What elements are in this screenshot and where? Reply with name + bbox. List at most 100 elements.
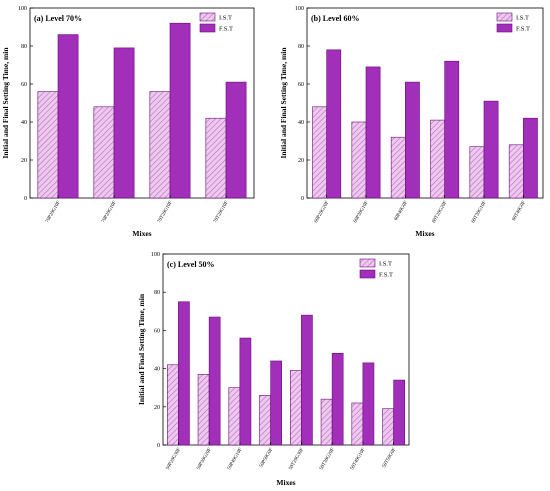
x-tick-label: 60P20G20F [314, 200, 331, 224]
x-tick-label: 70T20G10F [213, 200, 230, 224]
y-tick-label: 0 [301, 196, 304, 202]
bar-ist [351, 402, 364, 446]
x-tick-label: 60T20G20F [432, 200, 449, 224]
bar-ist [430, 119, 445, 199]
y-tick-label: 40 [21, 120, 27, 126]
bar-ist [197, 374, 210, 446]
bar-ist [149, 91, 171, 199]
bar-fst [178, 301, 190, 446]
x-tick-label: 50T40G10F [350, 447, 367, 471]
y-tick-label: 80 [21, 44, 27, 50]
bar-ist [390, 136, 406, 199]
y-axis-label: Initial and Final Setting Time, min [137, 293, 146, 405]
x-axis-label: Mixes [132, 229, 151, 238]
y-tick-label: 20 [154, 405, 160, 411]
legend-swatch [359, 258, 376, 268]
y-tick-label: 100 [151, 252, 160, 258]
y-tick-label: 40 [298, 120, 304, 126]
plot-frame [162, 253, 410, 446]
legend-label: F.S.T [219, 26, 233, 33]
x-tick-label: 50P40G10F [227, 447, 244, 471]
bar-fst [225, 81, 247, 199]
panel-title: (c) Level 50% [167, 260, 215, 269]
chart-panel-3: 0 20 40 60 80 100 50P20G30F 50P30G20F 50P40G10F 5… [137, 252, 410, 487]
y-tick-label: 60 [21, 82, 27, 88]
bar-ist [382, 408, 394, 446]
x-tick-label: 70P20G10F [101, 200, 118, 224]
x-axis-label: Mixes [276, 478, 295, 487]
bar-fst [393, 379, 405, 446]
y-tick-label: 100 [18, 6, 27, 12]
bar-fst [331, 353, 344, 446]
x-tick-label: 50P20G30F [166, 447, 183, 471]
bar-ist [469, 146, 485, 199]
y-tick-label: 40 [154, 367, 160, 373]
plot-frame [29, 7, 255, 199]
legend-label: F.S.T [516, 26, 530, 33]
y-tick-label: 0 [157, 443, 160, 449]
bar-fst [113, 47, 135, 199]
x-tick-label: 50T50G0F [382, 447, 397, 469]
bar-fst [444, 60, 460, 199]
bar-ist [228, 387, 241, 446]
legend-label: I.S.T [219, 15, 232, 22]
bar-fst [483, 100, 499, 199]
bar-fst [208, 316, 221, 446]
bar-fst [362, 362, 375, 446]
bar-ist [508, 144, 524, 199]
x-tick-label: 50T20G30F [289, 447, 306, 471]
bar-ist [312, 106, 327, 199]
bar-fst [301, 314, 313, 446]
x-tick-label: 70T20G10F [157, 200, 174, 224]
y-tick-label: 80 [298, 44, 304, 50]
y-axis-label: Initial and Final Setting Time, min [1, 47, 10, 159]
x-tick-label: 70P20G10F [45, 200, 62, 224]
bar-fst [405, 81, 420, 199]
bar-ist [167, 364, 179, 446]
bar-ist [93, 106, 115, 199]
bar-ist [205, 117, 227, 199]
y-tick-label: 0 [24, 196, 27, 202]
x-tick-label: 50P50G0F [259, 447, 274, 468]
legend-label: I.S.T [379, 261, 392, 268]
y-tick-label: 100 [295, 6, 304, 12]
x-tick-label: 60P30G10F [353, 200, 370, 224]
legend-label: I.S.T [516, 15, 529, 22]
bar-ist [351, 121, 367, 199]
bar-ist [259, 395, 271, 446]
legend-swatch [496, 12, 513, 22]
bar-fst [326, 49, 342, 199]
y-tick-label: 60 [298, 82, 304, 88]
x-axis-label: Mixes [415, 229, 434, 238]
bar-ist [37, 91, 59, 199]
y-tick-label: 80 [154, 290, 160, 296]
x-tick-label: 60T40G0F [512, 200, 527, 222]
legend-label: F.S.T [379, 272, 393, 279]
bar-fst [57, 34, 79, 199]
x-tick-label: 50T30G20F [319, 447, 336, 471]
bar-ist [290, 370, 302, 446]
y-tick-label: 20 [21, 158, 27, 164]
legend-swatch [496, 23, 513, 33]
plot-frame [306, 7, 544, 199]
panel-title: (b) Level 60% [311, 14, 359, 23]
y-tick-label: 60 [154, 328, 160, 334]
bar-ist [320, 398, 333, 446]
bar-fst [365, 66, 381, 199]
bar-fst [270, 360, 282, 446]
bar-fst [169, 22, 191, 199]
bar-fst [523, 117, 538, 199]
x-tick-label: 50P30G20F [196, 447, 213, 471]
legend-swatch [199, 23, 216, 33]
x-tick-label: 60T30G10F [471, 200, 488, 224]
x-tick-label: 60P40G0F [394, 200, 409, 221]
bar-fst [239, 337, 252, 446]
y-axis-label: Initial and Final Setting Time, min [279, 47, 288, 159]
legend-swatch [199, 12, 216, 22]
panel-title: (a) Level 70% [34, 14, 82, 23]
y-tick-label: 20 [298, 158, 304, 164]
chart-panel-1: 0 20 40 60 80 100 70P20G10F 70P20G10F 70T20G10F 7… [1, 6, 255, 238]
legend-swatch [359, 269, 376, 279]
chart-panel-2: 0 20 40 60 80 100 60P20G20F 60P30G10F 60P40G0F 60… [279, 6, 544, 238]
